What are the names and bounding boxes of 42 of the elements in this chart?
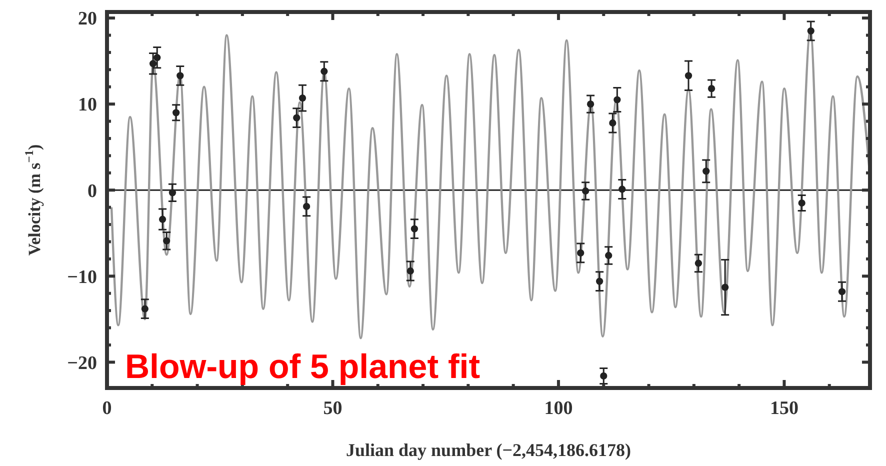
point	[605, 252, 612, 260]
point	[298, 94, 306, 102]
point	[582, 187, 590, 195]
x-tick-label: 0	[102, 398, 112, 419]
point	[618, 186, 626, 193]
point	[586, 100, 594, 108]
point	[807, 27, 814, 34]
point	[694, 260, 702, 267]
point	[722, 284, 729, 291]
y-tick-label: 10	[78, 94, 97, 116]
point	[168, 189, 176, 196]
point	[320, 68, 328, 75]
x-axis-title: Julian day number (−2,454,186.6178)	[346, 440, 631, 460]
y-tick-label: 0	[88, 180, 97, 202]
point	[600, 372, 608, 380]
x-tick-label: 50	[323, 398, 342, 419]
point	[163, 237, 170, 244]
point	[302, 202, 310, 210]
point	[798, 199, 806, 207]
point	[158, 216, 166, 223]
y-tick-label: −10	[67, 266, 97, 288]
point	[149, 60, 157, 68]
point	[609, 119, 616, 127]
point	[684, 72, 692, 80]
annotation: Blow-up of 5 planet fit	[125, 348, 480, 386]
x-tick-label: 100	[544, 398, 573, 419]
x-tick-label: 150	[770, 398, 798, 419]
point	[838, 288, 846, 296]
point	[172, 109, 180, 116]
point	[596, 278, 604, 285]
point	[702, 168, 710, 175]
point	[176, 72, 184, 80]
point	[410, 225, 418, 232]
y-tick-label: 20	[78, 8, 97, 30]
point	[614, 96, 621, 104]
point	[577, 249, 584, 256]
point	[293, 114, 300, 122]
y-tick-label: −20	[67, 352, 97, 374]
point	[708, 85, 716, 92]
point	[154, 54, 161, 62]
point	[141, 305, 148, 312]
point	[406, 267, 414, 275]
